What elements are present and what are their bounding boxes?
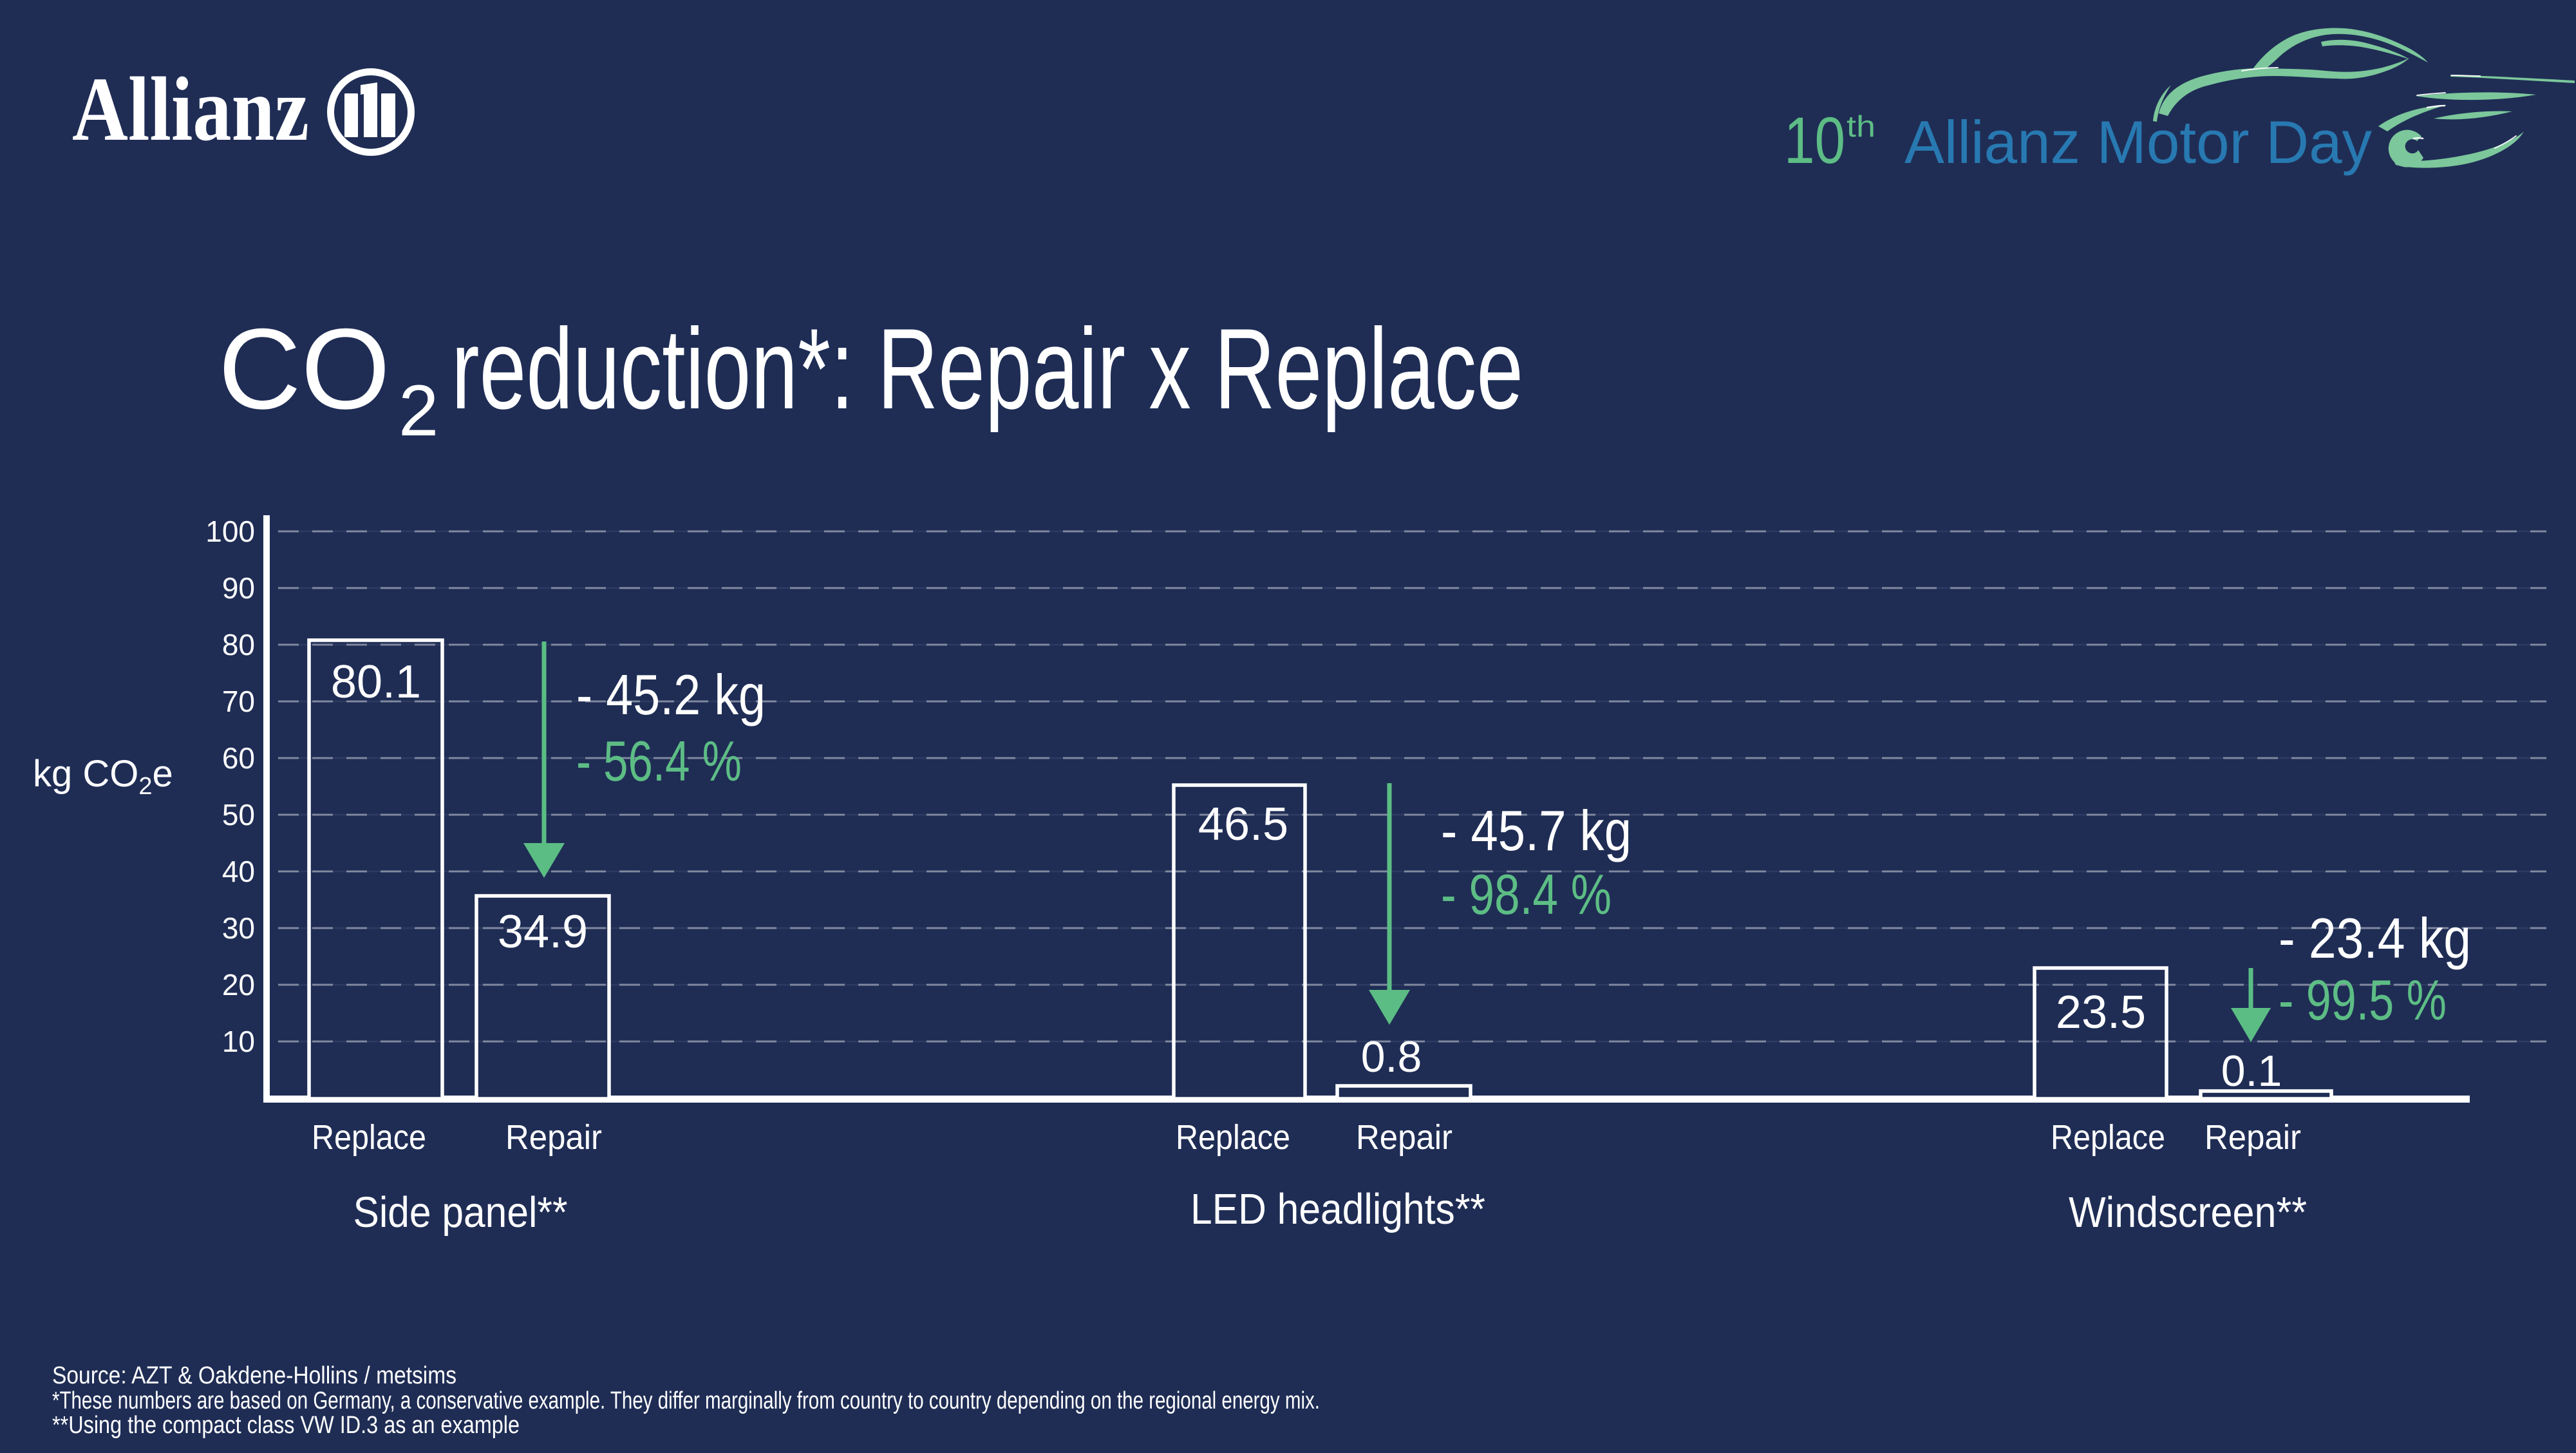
svg-text:34.9: 34.9 <box>498 906 588 958</box>
svg-text:60: 60 <box>222 741 255 775</box>
svg-text:20: 20 <box>222 968 255 1002</box>
svg-text:0.1: 0.1 <box>2221 1047 2282 1096</box>
svg-text:0.8: 0.8 <box>1361 1032 1422 1081</box>
svg-text:**Using the compact class VW I: **Using the compact class VW ID.3 as an … <box>52 1412 520 1439</box>
svg-text:LED headlights**: LED headlights** <box>1190 1185 1485 1233</box>
svg-text:2: 2 <box>399 370 438 451</box>
svg-text:- 98.4 %: - 98.4 % <box>1441 862 1612 926</box>
svg-text:50: 50 <box>222 798 255 831</box>
svg-text:Source: AZT & Oakdene-Hollins: Source: AZT & Oakdene-Hollins / metsims <box>52 1362 456 1389</box>
svg-text:Side panel**: Side panel** <box>353 1188 568 1237</box>
svg-text:CO: CO <box>218 305 390 433</box>
svg-text:Allianz: Allianz <box>72 58 309 160</box>
svg-text:- 56.4 %: - 56.4 % <box>576 729 742 793</box>
svg-text:46.5: 46.5 <box>1198 799 1288 850</box>
svg-text:70: 70 <box>222 685 255 718</box>
svg-text:10: 10 <box>1784 104 1845 177</box>
svg-text:80: 80 <box>222 628 255 661</box>
svg-text:- 23.4 kg: - 23.4 kg <box>2279 906 2471 970</box>
svg-text:reduction*: Repair x Replace: reduction*: Repair x Replace <box>451 305 1523 433</box>
svg-text:23.5: 23.5 <box>2056 987 2146 1038</box>
svg-text:40: 40 <box>222 855 255 888</box>
svg-text:- 45.7 kg: - 45.7 kg <box>1441 799 1631 862</box>
svg-text:Replace: Replace <box>1176 1118 1290 1157</box>
svg-text:80.1: 80.1 <box>331 656 421 708</box>
svg-text:*These numbers are based on Ge: *These numbers are based on Germany, a c… <box>52 1387 1320 1414</box>
svg-text:10: 10 <box>222 1025 255 1058</box>
svg-text:Windscreen**: Windscreen** <box>2069 1188 2307 1237</box>
svg-text:100: 100 <box>205 515 255 548</box>
svg-text:90: 90 <box>222 571 255 605</box>
svg-text:Repair: Repair <box>1356 1118 1453 1157</box>
svg-text:Replace: Replace <box>2051 1118 2165 1157</box>
svg-text:Replace: Replace <box>312 1118 426 1157</box>
svg-text:Repair: Repair <box>2205 1118 2301 1157</box>
svg-text:Repair: Repair <box>505 1118 602 1157</box>
svg-text:30: 30 <box>222 911 255 945</box>
svg-text:th: th <box>1847 109 1876 143</box>
svg-text:Allianz Motor Day: Allianz Motor Day <box>1904 108 2372 176</box>
svg-text:- 45.2 kg: - 45.2 kg <box>576 663 766 726</box>
svg-text:kg CO2e: kg CO2e <box>33 753 173 800</box>
svg-text:- 99.5 %: - 99.5 % <box>2279 968 2447 1032</box>
